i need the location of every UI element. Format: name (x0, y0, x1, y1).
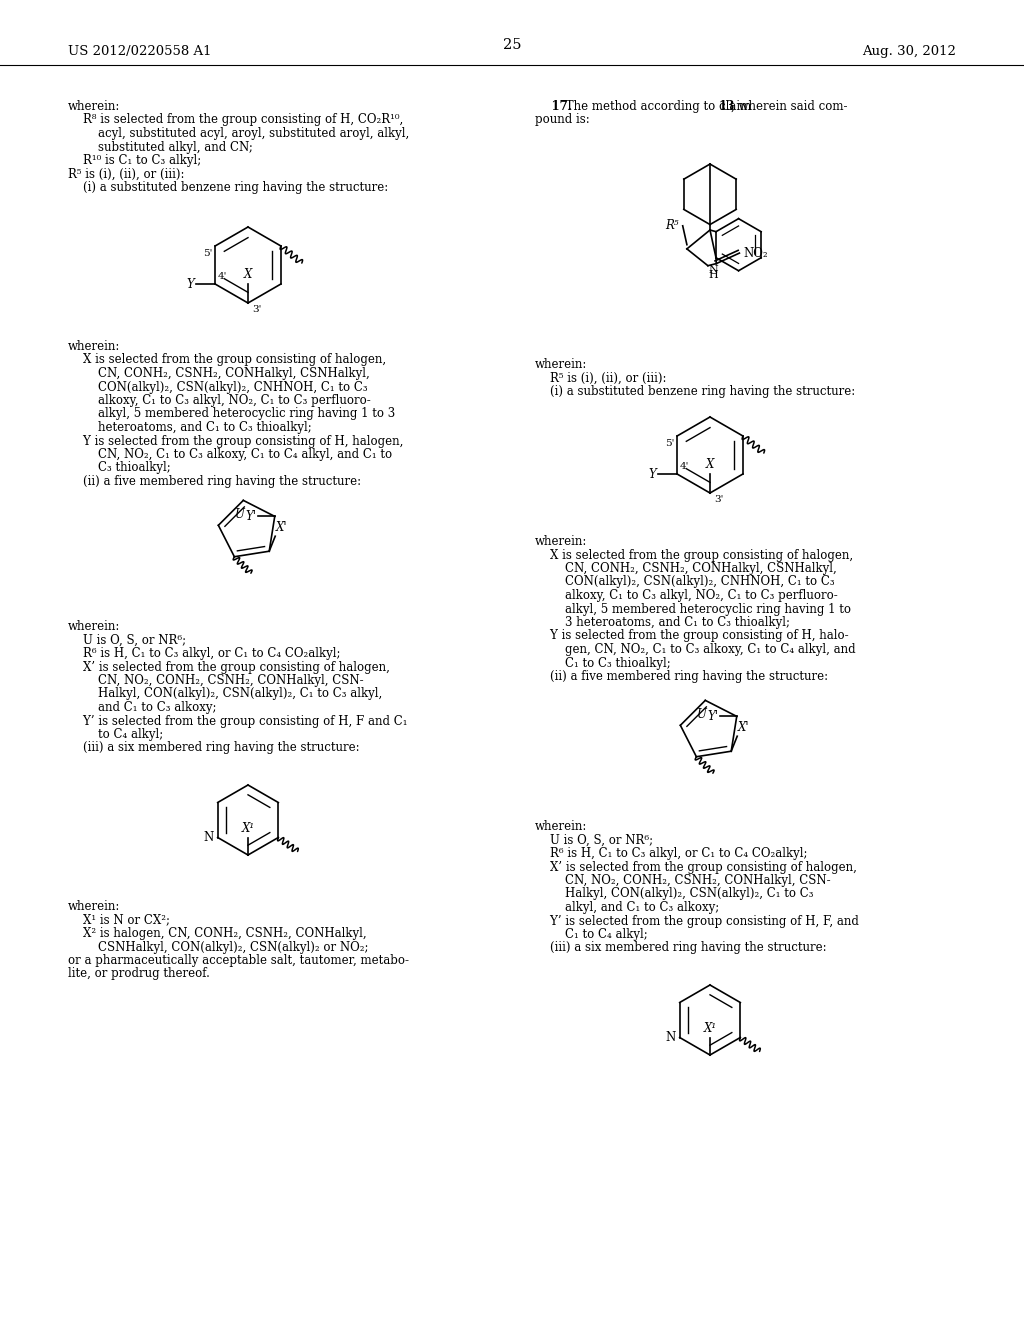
Text: 3': 3' (714, 495, 723, 504)
Text: X is selected from the group consisting of halogen,: X is selected from the group consisting … (68, 354, 386, 367)
Text: The method according to claim: The method according to claim (562, 100, 755, 114)
Text: X’ is selected from the group consisting of halogen,: X’ is selected from the group consisting… (535, 861, 857, 874)
Text: Y': Y' (246, 510, 257, 523)
Text: 5': 5' (203, 249, 212, 257)
Text: X: X (244, 268, 252, 281)
Text: CON(alkyl)₂, CSN(alkyl)₂, CNHNOH, C₁ to C₃: CON(alkyl)₂, CSN(alkyl)₂, CNHNOH, C₁ to … (68, 380, 368, 393)
Text: R⁸ is selected from the group consisting of H, CO₂R¹⁰,: R⁸ is selected from the group consisting… (68, 114, 403, 127)
Text: C₁ to C₄ alkyl;: C₁ to C₄ alkyl; (535, 928, 648, 941)
Text: wherein:: wherein: (535, 358, 588, 371)
Text: R⁵: R⁵ (665, 219, 679, 232)
Text: 17.: 17. (535, 100, 571, 114)
Text: Y: Y (648, 467, 656, 480)
Text: Y’ is selected from the group consisting of H, F, and: Y’ is selected from the group consisting… (535, 915, 859, 928)
Text: 5': 5' (665, 440, 674, 447)
Text: N: N (666, 1031, 676, 1044)
Text: CN, NO₂, CONH₂, CSNH₂, CONHalkyl, CSN-: CN, NO₂, CONH₂, CSNH₂, CONHalkyl, CSN- (68, 675, 364, 686)
Text: (ii) a five membered ring having the structure:: (ii) a five membered ring having the str… (535, 671, 828, 682)
Text: (ii) a five membered ring having the structure:: (ii) a five membered ring having the str… (68, 475, 361, 488)
Text: , wherein said com-: , wherein said com- (731, 100, 848, 114)
Text: lite, or prodrug thereof.: lite, or prodrug thereof. (68, 968, 210, 981)
Text: C₁ to C₃ thioalkyl;: C₁ to C₃ thioalkyl; (535, 656, 671, 669)
Text: N: N (204, 832, 214, 843)
Text: R⁶ is H, C₁ to C₃ alkyl, or C₁ to C₄ CO₂alkyl;: R⁶ is H, C₁ to C₃ alkyl, or C₁ to C₄ CO₂… (68, 647, 341, 660)
Text: wherein:: wherein: (68, 620, 121, 634)
Text: (i) a substituted benzene ring having the structure:: (i) a substituted benzene ring having th… (535, 385, 855, 399)
Text: alkyl, 5 membered heterocyclic ring having 1 to: alkyl, 5 membered heterocyclic ring havi… (535, 602, 851, 615)
Text: Y': Y' (708, 710, 719, 723)
Text: Y’ is selected from the group consisting of H, F and C₁: Y’ is selected from the group consisting… (68, 714, 408, 727)
Text: U: U (697, 708, 708, 721)
Text: acyl, substituted acyl, aroyl, substituted aroyl, alkyl,: acyl, substituted acyl, aroyl, substitut… (68, 127, 410, 140)
Text: X’ is selected from the group consisting of halogen,: X’ is selected from the group consisting… (68, 660, 390, 673)
Text: U is O, S, or NR⁶;: U is O, S, or NR⁶; (68, 634, 186, 647)
Text: 13: 13 (719, 100, 735, 114)
Text: Halkyl, CON(alkyl)₂, CSN(alkyl)₂, C₁ to C₃ alkyl,: Halkyl, CON(alkyl)₂, CSN(alkyl)₂, C₁ to … (68, 688, 382, 701)
Text: wherein:: wherein: (68, 900, 121, 913)
Text: wherein:: wherein: (68, 100, 121, 114)
Text: substituted alkyl, and CN;: substituted alkyl, and CN; (68, 140, 253, 153)
Text: R¹⁰ is C₁ to C₃ alkyl;: R¹⁰ is C₁ to C₃ alkyl; (68, 154, 202, 168)
Text: pound is:: pound is: (535, 114, 590, 127)
Text: X is selected from the group consisting of halogen,: X is selected from the group consisting … (535, 549, 853, 561)
Text: wherein:: wherein: (535, 820, 588, 833)
Text: to C₄ alkyl;: to C₄ alkyl; (68, 729, 163, 741)
Text: X': X' (275, 521, 288, 533)
Text: X: X (706, 458, 714, 471)
Text: X': X' (738, 721, 750, 734)
Text: R⁵ is (i), (ii), or (iii):: R⁵ is (i), (ii), or (iii): (68, 168, 184, 181)
Text: (i) a substituted benzene ring having the structure:: (i) a substituted benzene ring having th… (68, 181, 388, 194)
Text: alkoxy, C₁ to C₃ alkyl, NO₂, C₁ to C₃ perfluoro-: alkoxy, C₁ to C₃ alkyl, NO₂, C₁ to C₃ pe… (535, 589, 838, 602)
Text: alkyl, and C₁ to C₃ alkoxy;: alkyl, and C₁ to C₃ alkoxy; (535, 902, 719, 913)
Text: heteroatoms, and C₁ to C₃ thioalkyl;: heteroatoms, and C₁ to C₃ thioalkyl; (68, 421, 311, 434)
Text: US 2012/0220558 A1: US 2012/0220558 A1 (68, 45, 212, 58)
Text: C₃ thioalkyl;: C₃ thioalkyl; (68, 462, 171, 474)
Text: NO₂: NO₂ (743, 247, 768, 260)
Text: Halkyl, CON(alkyl)₂, CSN(alkyl)₂, C₁ to C₃: Halkyl, CON(alkyl)₂, CSN(alkyl)₂, C₁ to … (535, 887, 813, 900)
Text: Y is selected from the group consisting of H, halogen,: Y is selected from the group consisting … (68, 434, 403, 447)
Text: CON(alkyl)₂, CSN(alkyl)₂, CNHNOH, C₁ to C₃: CON(alkyl)₂, CSN(alkyl)₂, CNHNOH, C₁ to … (535, 576, 835, 589)
Text: 25: 25 (503, 38, 521, 51)
Text: gen, CN, NO₂, C₁ to C₃ alkoxy, C₁ to C₄ alkyl, and: gen, CN, NO₂, C₁ to C₃ alkoxy, C₁ to C₄ … (535, 643, 856, 656)
Text: R⁶ is H, C₁ to C₃ alkyl, or C₁ to C₄ CO₂alkyl;: R⁶ is H, C₁ to C₃ alkyl, or C₁ to C₄ CO₂… (535, 847, 808, 861)
Text: (iii) a six membered ring having the structure:: (iii) a six membered ring having the str… (68, 742, 359, 755)
Text: 4': 4' (680, 462, 689, 471)
Text: Y is selected from the group consisting of H, halo-: Y is selected from the group consisting … (535, 630, 849, 643)
Text: CN, NO₂, CONH₂, CSNH₂, CONHalkyl, CSN-: CN, NO₂, CONH₂, CSNH₂, CONHalkyl, CSN- (535, 874, 830, 887)
Text: N: N (708, 265, 718, 276)
Text: or a pharmaceutically acceptable salt, tautomer, metabo-: or a pharmaceutically acceptable salt, t… (68, 954, 409, 968)
Text: U is O, S, or NR⁶;: U is O, S, or NR⁶; (535, 833, 653, 846)
Text: wherein:: wherein: (535, 535, 588, 548)
Text: X¹: X¹ (703, 1022, 717, 1035)
Text: alkoxy, C₁ to C₃ alkyl, NO₂, C₁ to C₃ perfluoro-: alkoxy, C₁ to C₃ alkyl, NO₂, C₁ to C₃ pe… (68, 393, 371, 407)
Text: 3': 3' (252, 305, 261, 314)
Text: 3 heteroatoms, and C₁ to C₃ thioalkyl;: 3 heteroatoms, and C₁ to C₃ thioalkyl; (535, 616, 790, 630)
Text: Aug. 30, 2012: Aug. 30, 2012 (862, 45, 956, 58)
Text: 4': 4' (218, 272, 227, 281)
Text: alkyl, 5 membered heterocyclic ring having 1 to 3: alkyl, 5 membered heterocyclic ring havi… (68, 408, 395, 421)
Text: X² is halogen, CN, CONH₂, CSNH₂, CONHalkyl,: X² is halogen, CN, CONH₂, CSNH₂, CONHalk… (68, 927, 367, 940)
Text: X¹ is N or CX²;: X¹ is N or CX²; (68, 913, 170, 927)
Text: X¹: X¹ (242, 821, 255, 834)
Text: and C₁ to C₃ alkoxy;: and C₁ to C₃ alkoxy; (68, 701, 216, 714)
Text: CN, CONH₂, CSNH₂, CONHalkyl, CSNHalkyl,: CN, CONH₂, CSNH₂, CONHalkyl, CSNHalkyl, (68, 367, 370, 380)
Text: wherein:: wherein: (68, 341, 121, 352)
Text: U: U (236, 508, 245, 521)
Text: (iii) a six membered ring having the structure:: (iii) a six membered ring having the str… (535, 941, 826, 954)
Text: CN, CONH₂, CSNH₂, CONHalkyl, CSNHalkyl,: CN, CONH₂, CSNH₂, CONHalkyl, CSNHalkyl, (535, 562, 837, 576)
Text: CSNHalkyl, CON(alkyl)₂, CSN(alkyl)₂ or NO₂;: CSNHalkyl, CON(alkyl)₂, CSN(alkyl)₂ or N… (68, 940, 369, 953)
Text: H: H (708, 271, 718, 280)
Text: Y: Y (186, 277, 195, 290)
Text: CN, NO₂, C₁ to C₃ alkoxy, C₁ to C₄ alkyl, and C₁ to: CN, NO₂, C₁ to C₃ alkoxy, C₁ to C₄ alkyl… (68, 447, 392, 461)
Text: R⁵ is (i), (ii), or (iii):: R⁵ is (i), (ii), or (iii): (535, 371, 667, 384)
